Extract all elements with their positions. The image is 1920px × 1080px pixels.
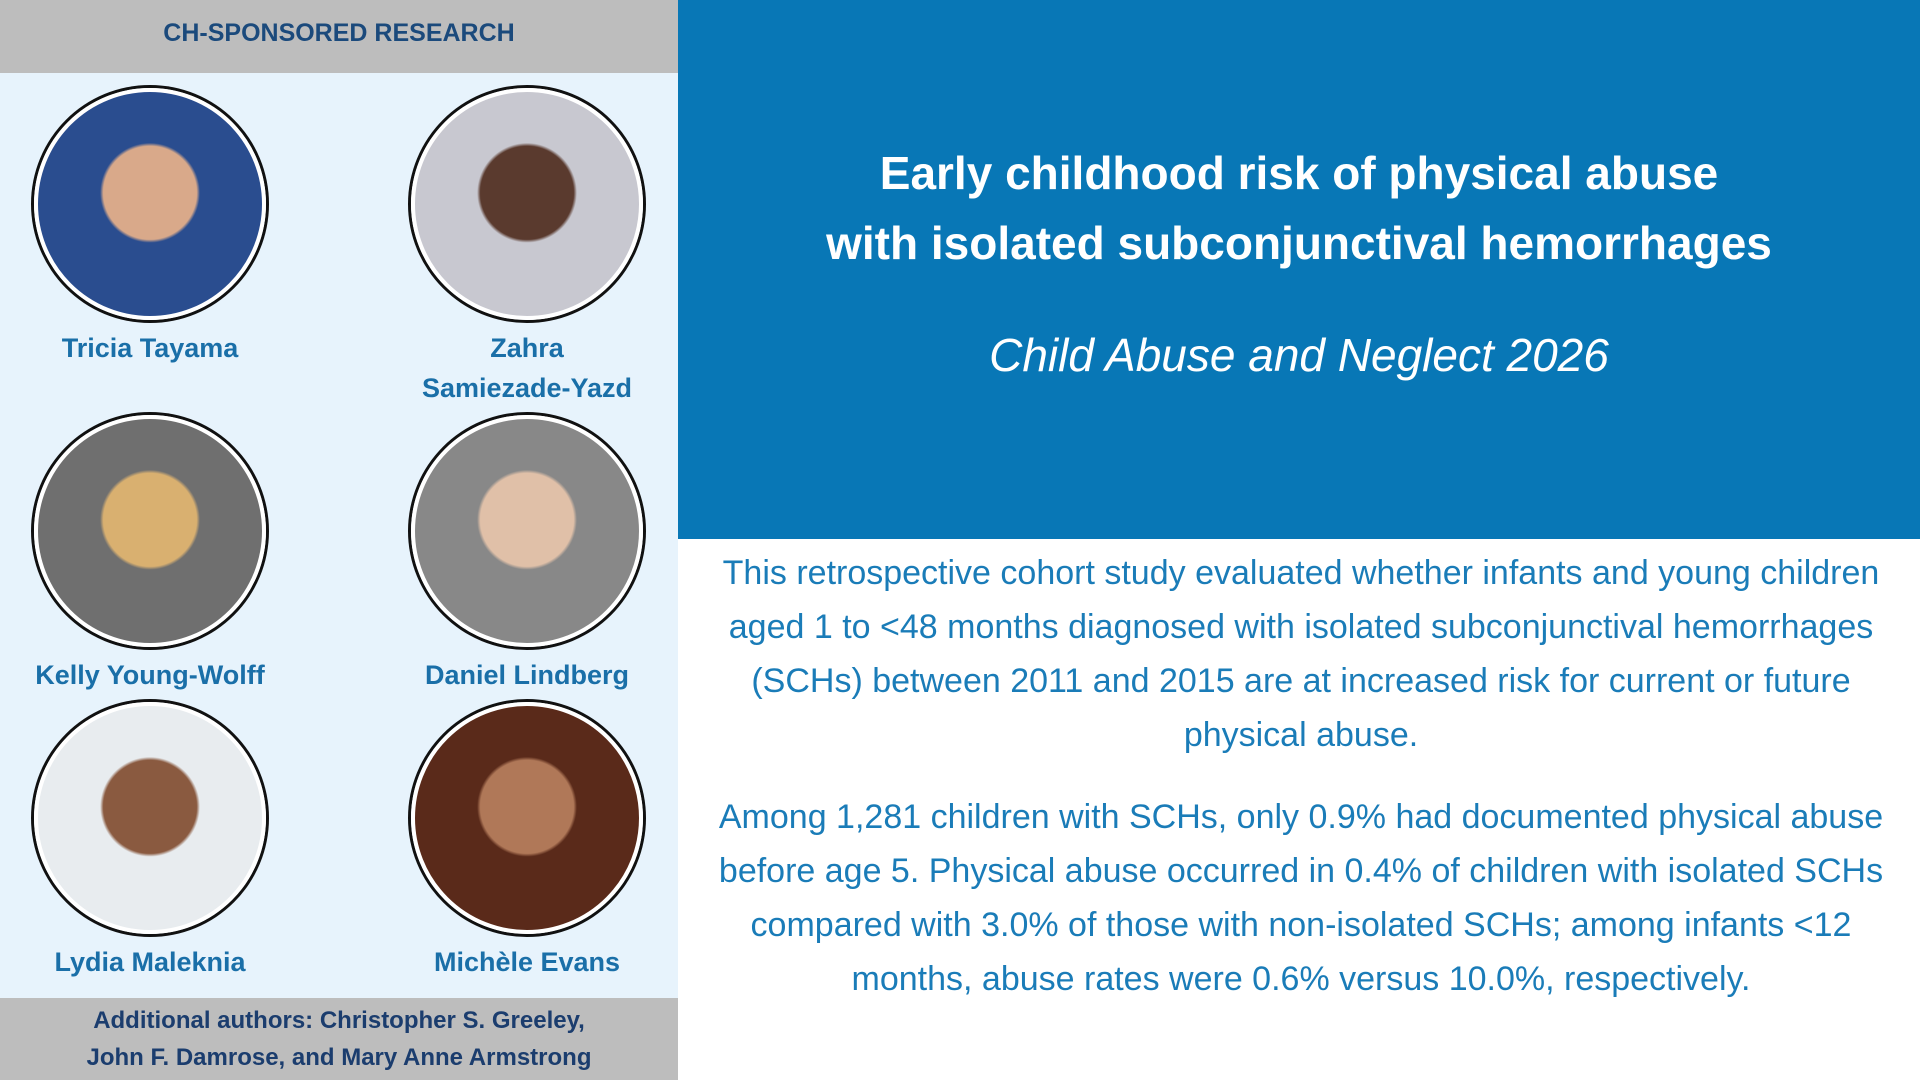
author-name-line: Michèle Evans [433, 947, 621, 977]
author-photo [411, 415, 643, 647]
author-name: Zahra Samiezade-Yazd [357, 328, 697, 408]
author-photo [34, 415, 266, 647]
author-photo [34, 88, 266, 320]
journal: Child Abuse and Neglect 2026 [989, 329, 1609, 381]
author-name-line: Tricia Tayama [61, 333, 239, 363]
author-name-line: Samiezade-Yazd [421, 373, 633, 403]
author-name-line: Kelly Young-Wolff [35, 660, 265, 690]
summary: This retrospective cohort study evaluate… [690, 546, 1912, 1034]
author-name: Tricia Tayama [0, 328, 320, 368]
author-name: Michèle Evans [357, 942, 697, 982]
author-photo [411, 702, 643, 934]
author-name: Kelly Young-Wolff [0, 655, 320, 695]
footer: Additional authors: Christopher S. Greel… [0, 998, 678, 1080]
author-photo [34, 702, 266, 934]
author-name-line: Lydia Maleknia [54, 947, 246, 977]
author-name: Daniel Lindberg [357, 655, 697, 695]
author-name: Lydia Maleknia [0, 942, 320, 982]
title-line: Early childhood risk of physical abuse [879, 147, 1719, 199]
footer-line: Additional authors: Christopher S. Greel… [93, 1007, 585, 1034]
title: Early childhood risk of physical abuse wi… [678, 138, 1920, 278]
footer-line: John F. Damrose, and Mary Anne Armstrong [86, 1044, 592, 1071]
author-panel: CH-SPONSORED RESEARCH Tricia Tayama Zahra… [0, 0, 678, 1080]
header: CH-SPONSORED RESEARCH [0, 0, 678, 73]
title-line: with isolated subconjunctival hemorrhage… [826, 217, 1772, 269]
author-photo [411, 88, 643, 320]
author-name-line: Daniel Lindberg [424, 660, 630, 690]
paragraph: Among 1,281 children with SCHs, only 0.9… [718, 798, 1884, 998]
paragraph: This retrospective cohort study evaluate… [722, 554, 1880, 754]
author-name-line: Zahra [490, 333, 564, 363]
title-banner: Early childhood risk of physical abuse wi… [678, 0, 1920, 539]
